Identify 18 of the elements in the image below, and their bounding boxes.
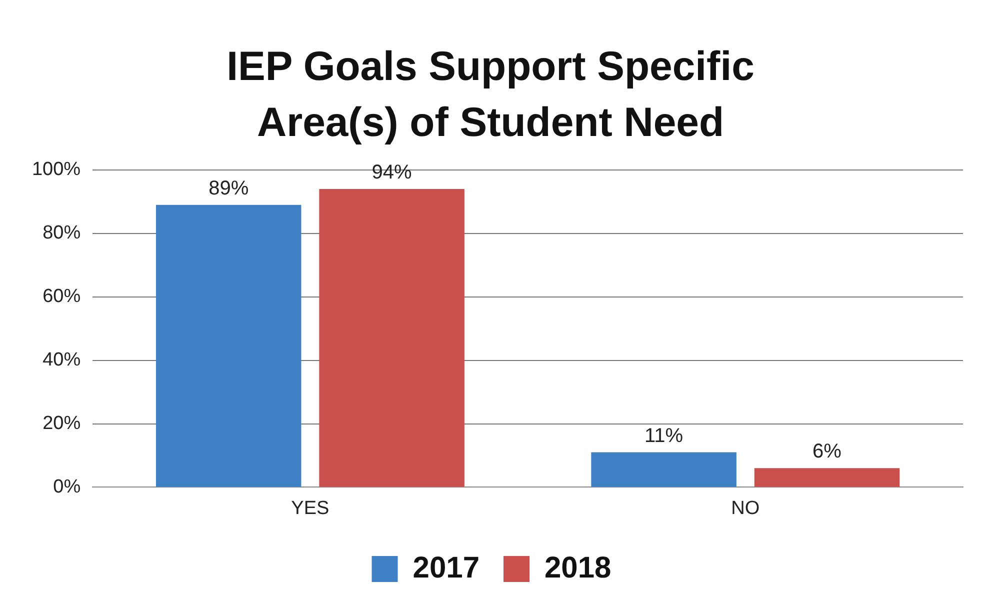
- bar: [319, 189, 464, 487]
- data-label: 89%: [208, 177, 249, 200]
- bar: [591, 452, 736, 487]
- y-tick-label: 0%: [53, 476, 81, 498]
- bar: [156, 204, 302, 487]
- y-tick-label: 100%: [32, 159, 81, 180]
- y-tick-label: 40%: [42, 350, 81, 371]
- legend-label: 2017: [412, 551, 480, 584]
- legend-label: 2018: [544, 551, 612, 584]
- chart-title: IEP Goals Support Specific Area(s) of Student Need: [226, 42, 756, 147]
- data-label: 6%: [812, 440, 842, 463]
- bar: [754, 468, 900, 487]
- y-tick-label: 20%: [42, 412, 81, 434]
- x-tick-label: NO: [731, 498, 760, 519]
- x-tick-label: YES: [291, 498, 330, 519]
- y-tick-label: 80%: [42, 222, 81, 244]
- y-tick-label: 60%: [42, 286, 81, 308]
- data-label: 11%: [644, 424, 684, 447]
